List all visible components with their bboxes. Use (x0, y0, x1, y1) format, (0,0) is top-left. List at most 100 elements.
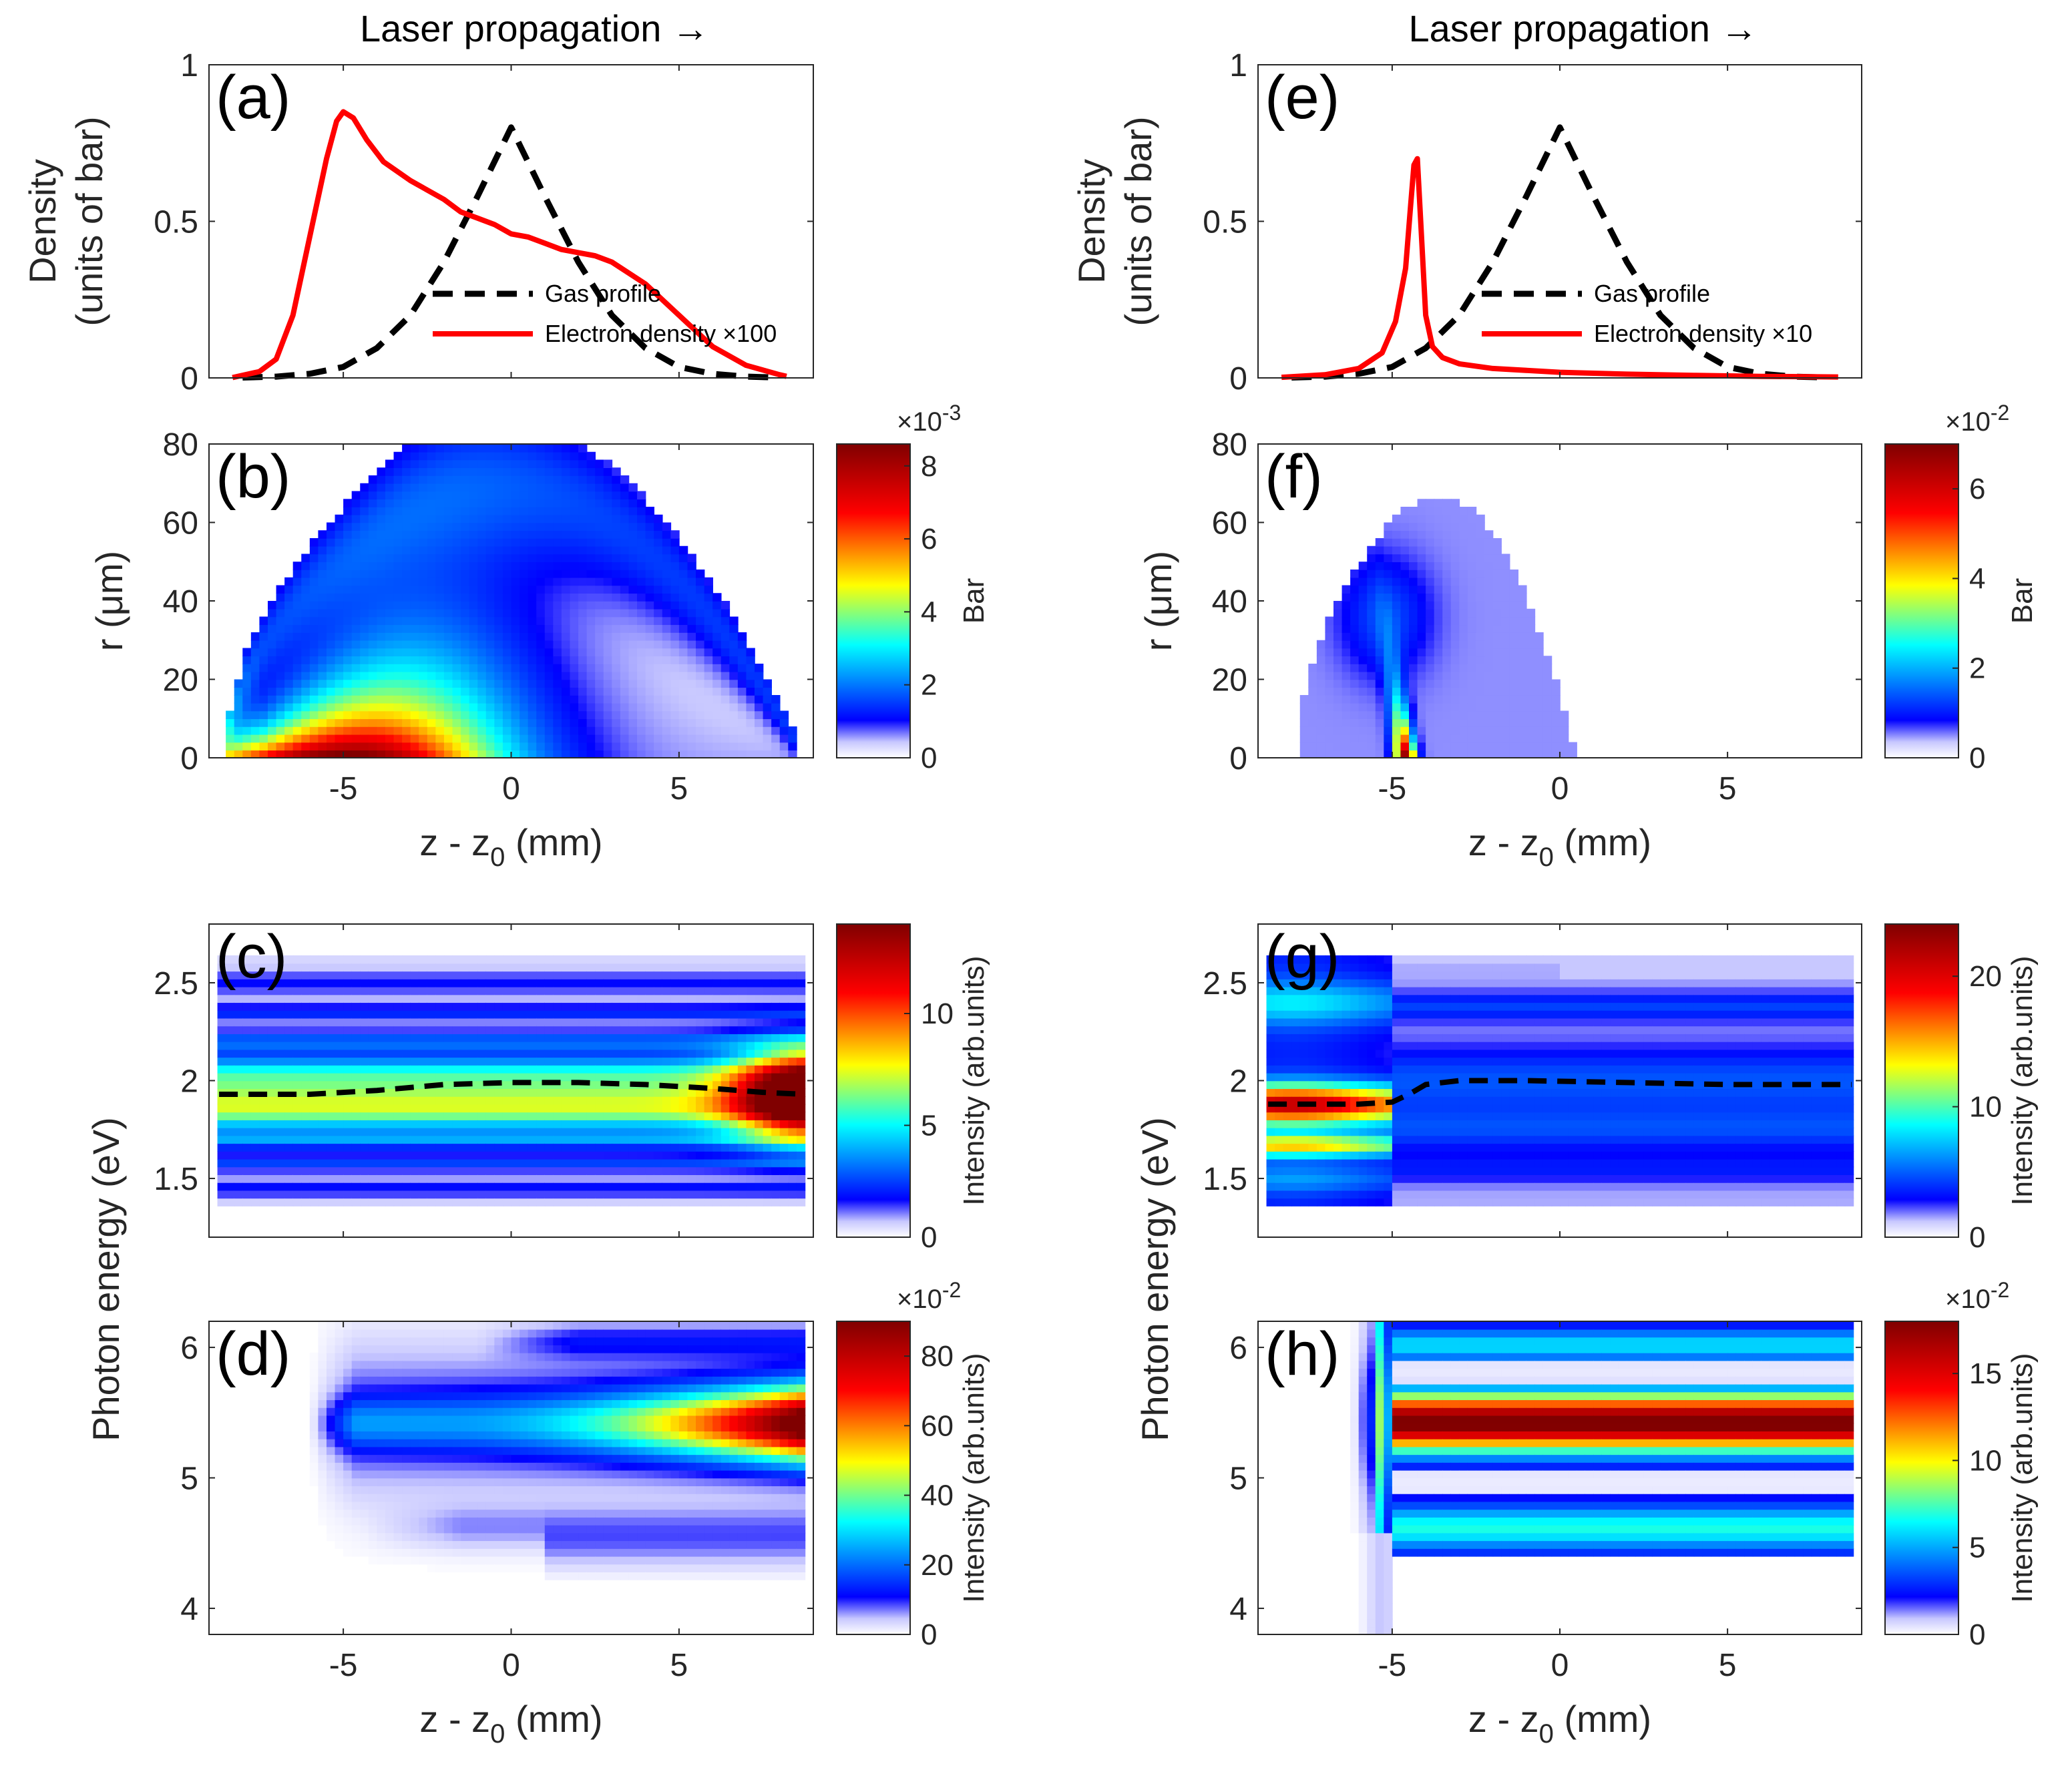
heatmap-cell (502, 1018, 512, 1027)
heatmap-cell (520, 1002, 529, 1011)
heatmap-cell (259, 1041, 268, 1050)
heatmap-cell (452, 750, 461, 758)
heatmap-cell (1417, 750, 1426, 758)
heatmap-cell (402, 530, 411, 539)
heatmap-cell (1484, 632, 1494, 641)
heatmap-cell (570, 994, 579, 1003)
heatmap-cell (301, 553, 311, 563)
heatmap-cell (645, 726, 654, 735)
heatmap-cell (435, 507, 445, 515)
heatmap-cell (267, 734, 277, 743)
heatmap-cell (1375, 726, 1385, 735)
heatmap-cell (276, 664, 285, 672)
heatmap-cell (469, 1010, 479, 1019)
heatmap-cell (696, 570, 705, 578)
heatmap-cell (654, 679, 663, 688)
heatmap-cell (443, 664, 453, 672)
heatmap-cell (612, 1198, 621, 1206)
heatmap-cell (763, 750, 772, 758)
heatmap-cell (452, 1088, 461, 1097)
heatmap-cell (1434, 702, 1444, 712)
heatmap-cell (654, 616, 663, 626)
heatmap-cell (410, 718, 420, 727)
heatmap-cell (351, 593, 361, 602)
heatmap-cell (662, 1198, 672, 1206)
heatmap-cell (335, 1104, 344, 1113)
heatmap-cell (360, 538, 369, 547)
heatmap-cell (494, 1166, 503, 1175)
heatmap-cell (704, 671, 713, 680)
heatmap-cell (217, 1190, 226, 1199)
heatmap-cell (502, 1088, 512, 1097)
heatmap-cell (284, 702, 294, 712)
heatmap-cell (612, 608, 621, 618)
heatmap-cell (393, 624, 403, 633)
heatmap-cell (427, 1049, 437, 1058)
heatmap-cell (1450, 718, 1460, 727)
heatmap-cell (595, 640, 604, 649)
heatmap-cell (485, 1002, 495, 1011)
heatmap-cell (628, 648, 638, 657)
heatmap-cell (259, 616, 268, 626)
heatmap-cell (570, 467, 579, 476)
heatmap-cell (628, 577, 638, 586)
heatmap-cell (1417, 640, 1426, 649)
heatmap-cell (1442, 593, 1452, 602)
heatmap-cell (1417, 593, 1426, 602)
heatmap-cell (704, 577, 713, 586)
heatmap-cell (1325, 679, 1334, 688)
heatmap-cell (771, 718, 781, 727)
heatmap-cell (637, 664, 646, 672)
heatmap-cell (250, 702, 260, 712)
heatmap-cell (435, 734, 445, 743)
heatmap-cell (528, 499, 538, 507)
heatmap-cell (637, 718, 646, 727)
heatmap-cell (553, 1072, 562, 1082)
heatmap-cell (234, 994, 244, 1003)
heatmap-cell (1509, 664, 1519, 672)
heatmap-cell (755, 726, 764, 735)
colorbar-tick-label: 4 (1969, 562, 1985, 595)
heatmap-cell (1434, 608, 1444, 618)
heatmap-cell (1384, 679, 1393, 688)
heatmap-cell (670, 963, 680, 972)
heatmap-cell (1400, 585, 1410, 594)
heatmap-cell (561, 507, 571, 515)
heatmap-cell (217, 1010, 226, 1019)
heatmap-cell (645, 986, 654, 995)
heatmap-cell (570, 1104, 579, 1113)
heatmap-cell (284, 1120, 294, 1128)
heatmap-cell (276, 1057, 285, 1066)
heatmap-cell (360, 994, 369, 1003)
heatmap-cell (485, 640, 495, 649)
heatmap-cell (360, 718, 369, 727)
heatmap-cell (343, 1174, 353, 1183)
heatmap-cell (620, 553, 630, 563)
heatmap-cell (318, 648, 327, 657)
heatmap-cell (1400, 710, 1410, 720)
heatmap-cell (612, 648, 621, 657)
heatmap-cell (662, 553, 672, 563)
heatmap-cell (704, 726, 713, 735)
heatmap-cell (528, 570, 538, 578)
heatmap-cell (528, 1065, 538, 1074)
heatmap-cell (779, 750, 789, 758)
heatmap-cell (1333, 608, 1343, 618)
heatmap-cell (259, 742, 268, 751)
heatmap-cell (343, 624, 353, 633)
heatmap-cell (1442, 601, 1452, 610)
heatmap-cell (385, 664, 395, 672)
heatmap-cell (578, 1096, 588, 1105)
heatmap-cell (250, 687, 260, 696)
heatmap-cell (494, 451, 503, 461)
heatmap-cell (1426, 514, 1435, 523)
heatmap-cell (402, 1127, 411, 1136)
heatmap-cell (1342, 593, 1351, 602)
heatmap-cell (410, 1190, 420, 1199)
heatmap-cell (452, 1120, 461, 1128)
y-tick-label: 60 (163, 506, 198, 541)
heatmap-cell (485, 514, 495, 523)
heatmap-cell (1426, 545, 1435, 555)
heatmap-cell (528, 1143, 538, 1152)
heatmap-cell (678, 553, 688, 563)
